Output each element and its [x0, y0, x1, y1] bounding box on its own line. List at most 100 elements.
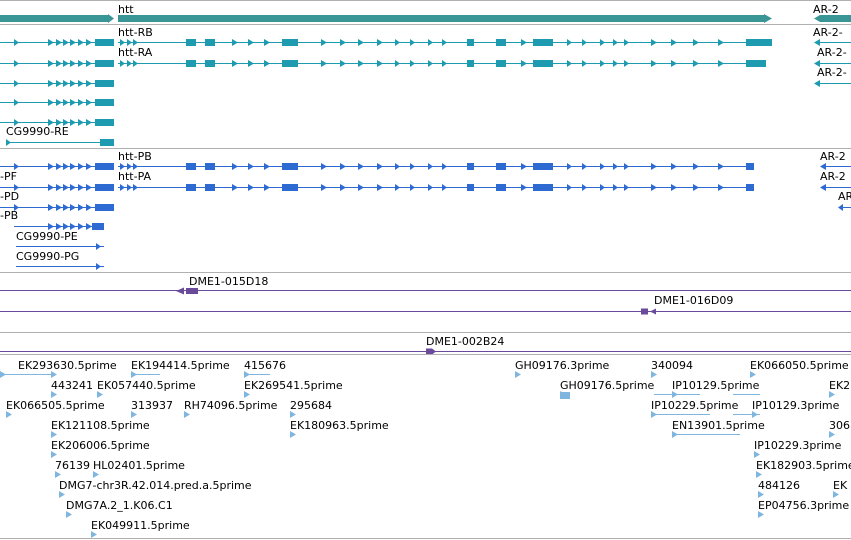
exon-arrow: [521, 163, 527, 170]
est-label[interactable]: IP10129.5prime: [672, 379, 760, 392]
htt-proteins[interactable]: [118, 163, 754, 191]
est-label[interactable]: GH09176.5prime: [560, 379, 655, 392]
protein-label-htt-pa[interactable]: htt-PA: [118, 170, 151, 183]
est-label[interactable]: HL02401.5prime: [93, 459, 185, 472]
est-label[interactable]: EK049911.5prime: [91, 519, 190, 532]
protein-label-pf[interactable]: -PF: [0, 170, 17, 183]
ar2-proteins[interactable]: [820, 163, 851, 211]
protein-label-htt-pb[interactable]: htt-PB: [118, 150, 152, 163]
probe-label-016d09[interactable]: DME1-016D09: [654, 294, 733, 307]
exon-arrow: [672, 431, 678, 438]
est-label[interactable]: IP10229.5prime: [651, 399, 739, 412]
gene-feature[interactable]: [0, 14, 114, 23]
exon-block: [205, 60, 215, 67]
exon-arrow: [70, 60, 76, 67]
est-label[interactable]: 415676: [244, 359, 286, 372]
transcript-label-ar2-2[interactable]: AR-2-: [817, 46, 847, 59]
exon-block: [533, 39, 553, 46]
est-label[interactable]: RH74096.5prime: [184, 399, 278, 412]
cg9990-proteins[interactable]: [0, 163, 114, 270]
exon-block: [282, 39, 298, 46]
protein-label-pd[interactable]: -PD: [0, 190, 19, 203]
protein-label-cg9990-pg[interactable]: CG9990-PG: [16, 250, 79, 263]
est-label[interactable]: IP10229.3prime: [754, 439, 842, 452]
est-label[interactable]: DMG7-chr3R.42.014.pred.a.5prime: [59, 479, 252, 492]
exon-arrow: [70, 184, 76, 191]
exon-arrow: [14, 39, 19, 46]
exon-block: [95, 163, 114, 170]
est-label[interactable]: 76139: [55, 459, 90, 472]
exon-arrow: [91, 531, 97, 538]
exon-arrow: [70, 99, 76, 106]
est-label[interactable]: 443241: [51, 379, 93, 392]
exon-arrow: [671, 60, 677, 67]
est-label[interactable]: EK180963.5prime: [290, 419, 389, 432]
protein-label-pb[interactable]: -PB: [0, 209, 18, 222]
exon-arrow: [127, 184, 132, 191]
est-label[interactable]: EK293630.5prime: [18, 359, 117, 372]
exon-arrow: [321, 60, 327, 67]
est-label[interactable]: EK: [833, 479, 848, 492]
htt-transcripts[interactable]: [118, 39, 772, 67]
exon-block: [496, 39, 506, 46]
exon-arrow: [86, 119, 92, 126]
exon-arrow: [651, 60, 657, 67]
est-label[interactable]: EK269541.5prime: [244, 379, 343, 392]
transcript-label-htt-rb[interactable]: htt-RB: [118, 26, 153, 39]
exon-arrow: [78, 60, 84, 67]
exon-arrow: [264, 39, 270, 46]
probe-label-015d18[interactable]: DME1-015D18: [189, 275, 268, 288]
exon-block: [186, 184, 196, 191]
est-label[interactable]: EK206006.5prime: [51, 439, 150, 452]
est-label[interactable]: EN13901.5prime: [672, 419, 765, 432]
est-label[interactable]: GH09176.3prime: [515, 359, 610, 372]
transcript-label-cg9990-re[interactable]: CG9990-RE: [6, 125, 69, 138]
gene-feature-htt[interactable]: [118, 14, 772, 23]
est-label[interactable]: 313937: [131, 399, 173, 412]
est-label[interactable]: EK194414.5prime: [131, 359, 230, 372]
exon-arrow: [582, 163, 587, 170]
gene-feature-ar2[interactable]: [814, 15, 851, 22]
exon-arrow: [96, 243, 101, 250]
est-label[interactable]: IP10129.3prime: [752, 399, 840, 412]
transcript-label-htt-ra[interactable]: htt-RA: [118, 46, 153, 59]
transcript-label-ar2-1[interactable]: AR-2-: [813, 26, 843, 39]
probe-feature-002b24[interactable]: [426, 348, 436, 355]
exon-arrow: [56, 39, 62, 46]
exon-arrow: [838, 204, 843, 211]
exon-arrow: [232, 184, 238, 191]
exon-block: [467, 60, 474, 67]
est-label[interactable]: 340094: [651, 359, 693, 372]
est-label[interactable]: 295684: [290, 399, 332, 412]
est-label[interactable]: EK182903.5prime: [756, 459, 851, 472]
est-features[interactable]: [0, 371, 839, 538]
est-label[interactable]: EK057440.5prime: [97, 379, 196, 392]
probe-feature-016d09[interactable]: [641, 308, 656, 315]
est-label[interactable]: 306: [829, 419, 850, 432]
gene-label-htt[interactable]: htt: [118, 3, 134, 16]
exon-arrow: [613, 60, 618, 67]
est-label[interactable]: EK121108.5prime: [51, 419, 150, 432]
gene-label-ar2[interactable]: AR-2: [813, 3, 839, 16]
est-label[interactable]: DMG7A.2_1.K06.C1: [66, 499, 173, 512]
est-label[interactable]: EK066050.5prime: [750, 359, 849, 372]
est-label[interactable]: 484126: [758, 479, 800, 492]
protein-label-ar2-3[interactable]: AR: [838, 190, 851, 203]
exon-arrow: [377, 39, 383, 46]
exon-arrow: [521, 39, 527, 46]
protein-label-ar2-1[interactable]: AR-2: [820, 150, 846, 163]
ar2-transcripts[interactable]: [814, 39, 851, 87]
exon-block: [467, 184, 474, 191]
exon-arrow: [120, 39, 125, 46]
transcript-label-ar2-3[interactable]: AR-2-: [817, 66, 847, 79]
protein-label-cg9990-pe[interactable]: CG9990-PE: [16, 230, 78, 243]
protein-label-ar2-2[interactable]: AR-2: [820, 170, 846, 183]
cg9990-transcripts[interactable]: [0, 39, 114, 146]
est-label[interactable]: EK2: [829, 379, 850, 392]
est-label[interactable]: EP04756.3prime: [758, 499, 849, 512]
probe-label-002b24[interactable]: DME1-002B24: [426, 335, 504, 348]
exon-arrow: [78, 163, 84, 170]
probe-feature-015d18[interactable]: [176, 287, 198, 295]
est-label[interactable]: EK066505.5prime: [6, 399, 105, 412]
exon-arrow: [340, 60, 346, 67]
